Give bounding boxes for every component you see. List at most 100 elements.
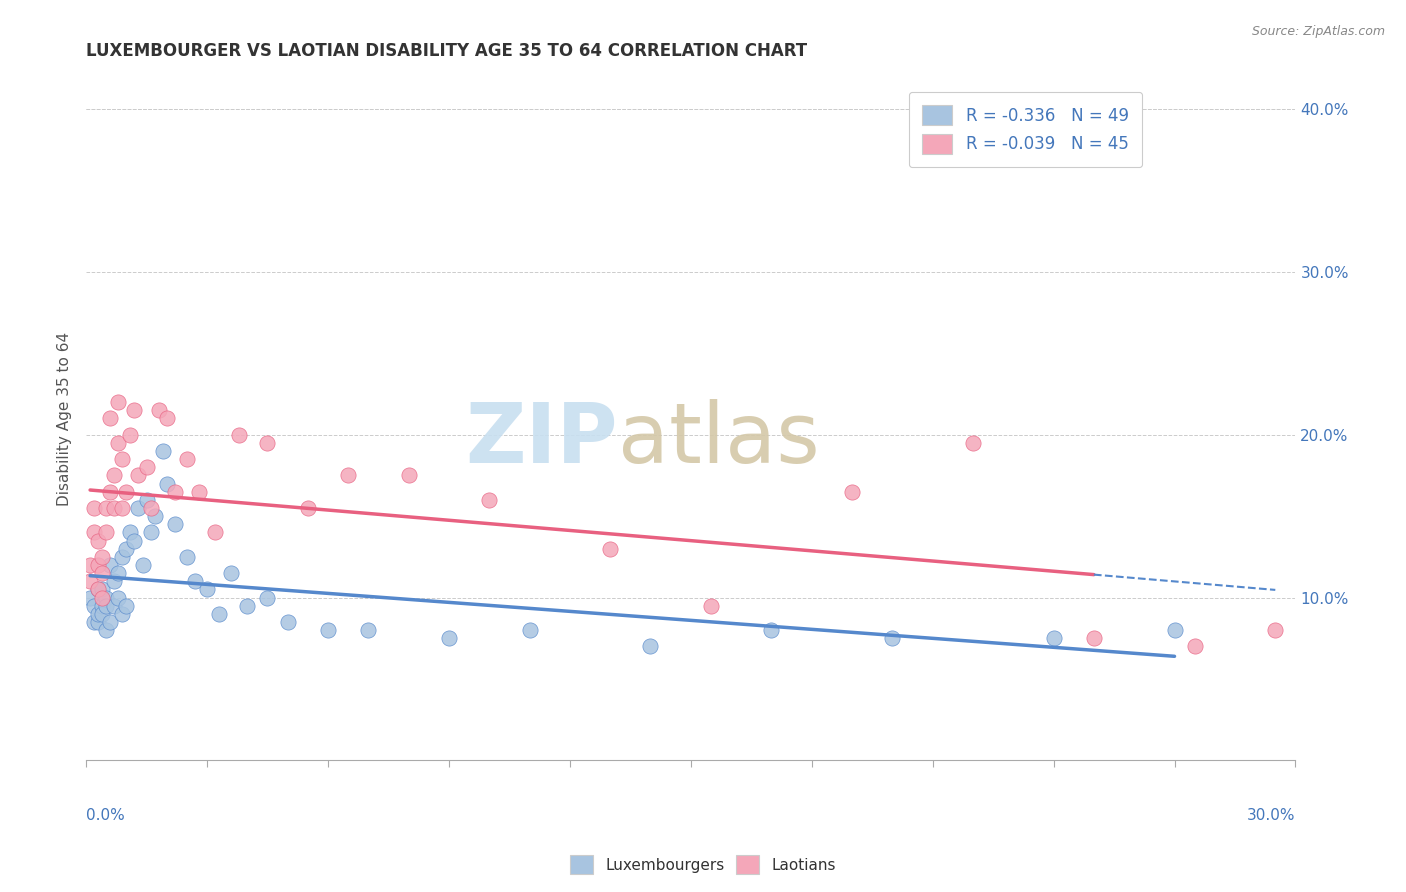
Point <box>83 599 105 613</box>
Point <box>103 468 125 483</box>
Point <box>962 436 984 450</box>
Point <box>127 468 149 483</box>
Point <box>337 468 360 483</box>
Point <box>228 427 250 442</box>
Text: 30.0%: 30.0% <box>1247 808 1295 823</box>
Point <box>316 623 339 637</box>
Point <box>87 582 110 597</box>
Text: LUXEMBOURGER VS LAOTIAN DISABILITY AGE 35 TO 64 CORRELATION CHART: LUXEMBOURGER VS LAOTIAN DISABILITY AGE 3… <box>86 42 807 60</box>
Point <box>91 566 114 581</box>
Point <box>148 403 170 417</box>
Point <box>107 591 129 605</box>
Point <box>176 549 198 564</box>
Point <box>139 501 162 516</box>
Point <box>111 549 134 564</box>
Point <box>124 403 146 417</box>
Legend: Luxembourgers, Laotians: Luxembourgers, Laotians <box>564 849 842 880</box>
Point <box>98 615 121 629</box>
Point <box>640 640 662 654</box>
Point <box>107 436 129 450</box>
Point <box>98 411 121 425</box>
Text: 0.0%: 0.0% <box>86 808 125 823</box>
Point <box>478 492 501 507</box>
Point <box>83 501 105 516</box>
Point <box>91 549 114 564</box>
Point <box>131 558 153 572</box>
Legend: R = -0.336   N = 49, R = -0.039   N = 45: R = -0.336 N = 49, R = -0.039 N = 45 <box>910 92 1142 168</box>
Point <box>111 452 134 467</box>
Point <box>96 599 118 613</box>
Point <box>187 484 209 499</box>
Point <box>83 525 105 540</box>
Point <box>107 395 129 409</box>
Point <box>135 460 157 475</box>
Point <box>91 607 114 621</box>
Point <box>1264 623 1286 637</box>
Point <box>103 501 125 516</box>
Point <box>156 476 179 491</box>
Point <box>79 574 101 589</box>
Point <box>127 501 149 516</box>
Point <box>139 525 162 540</box>
Point <box>96 623 118 637</box>
Point <box>204 525 226 540</box>
Point <box>163 484 186 499</box>
Point <box>599 541 621 556</box>
Point <box>87 533 110 548</box>
Point <box>98 484 121 499</box>
Point <box>195 582 218 597</box>
Text: Source: ZipAtlas.com: Source: ZipAtlas.com <box>1251 25 1385 38</box>
Point <box>256 436 278 450</box>
Point <box>841 484 863 499</box>
Point <box>79 591 101 605</box>
Point <box>115 541 138 556</box>
Point <box>1184 640 1206 654</box>
Point <box>91 599 114 613</box>
Point <box>87 582 110 597</box>
Point <box>91 582 114 597</box>
Y-axis label: Disability Age 35 to 64: Disability Age 35 to 64 <box>58 332 72 506</box>
Point <box>120 525 142 540</box>
Point <box>103 599 125 613</box>
Point <box>115 484 138 499</box>
Point <box>96 525 118 540</box>
Point <box>882 632 904 646</box>
Point <box>124 533 146 548</box>
Point <box>79 558 101 572</box>
Point <box>156 411 179 425</box>
Point <box>437 632 460 646</box>
Point <box>96 591 118 605</box>
Point <box>152 444 174 458</box>
Point <box>135 492 157 507</box>
Point <box>236 599 259 613</box>
Point <box>297 501 319 516</box>
Point <box>115 599 138 613</box>
Point <box>519 623 541 637</box>
Point <box>761 623 783 637</box>
Point <box>120 427 142 442</box>
Point <box>163 517 186 532</box>
Point <box>1083 632 1105 646</box>
Text: atlas: atlas <box>619 399 820 480</box>
Point <box>208 607 231 621</box>
Point <box>184 574 207 589</box>
Point <box>98 558 121 572</box>
Text: ZIP: ZIP <box>465 399 619 480</box>
Point <box>83 615 105 629</box>
Point <box>1163 623 1185 637</box>
Point <box>176 452 198 467</box>
Point <box>87 607 110 621</box>
Point <box>111 607 134 621</box>
Point <box>87 558 110 572</box>
Point <box>357 623 380 637</box>
Point <box>143 509 166 524</box>
Point <box>256 591 278 605</box>
Point <box>700 599 723 613</box>
Point <box>1042 632 1064 646</box>
Point <box>111 501 134 516</box>
Point <box>103 574 125 589</box>
Point <box>277 615 299 629</box>
Point <box>87 615 110 629</box>
Point <box>107 566 129 581</box>
Point <box>398 468 420 483</box>
